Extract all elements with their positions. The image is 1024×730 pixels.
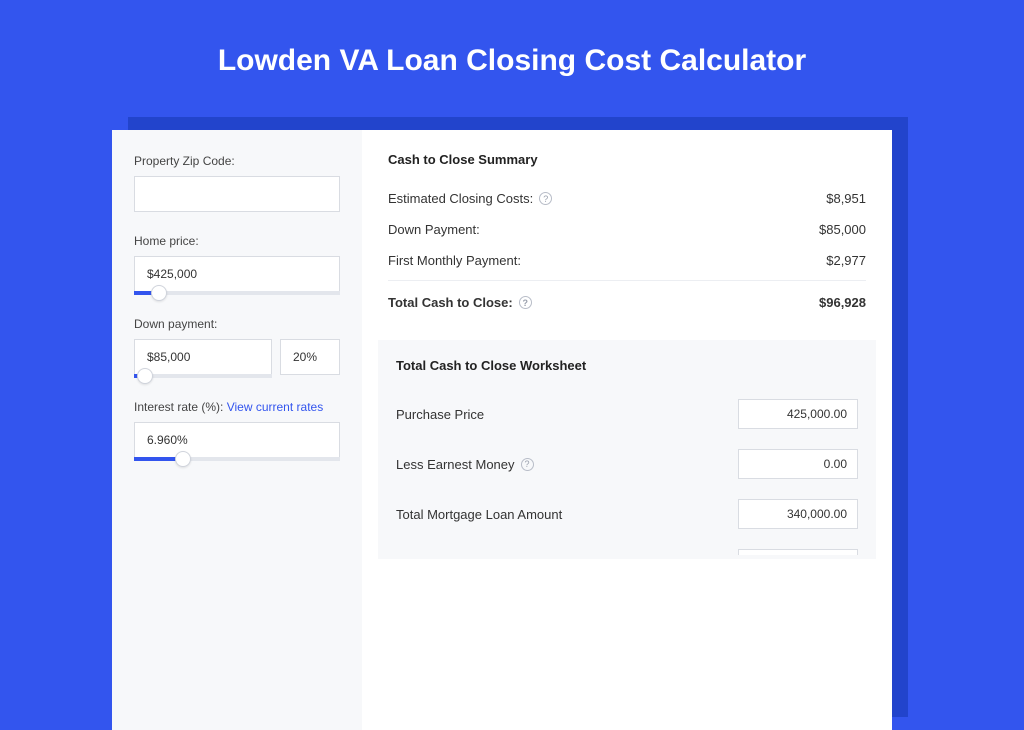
home-price-input[interactable] (134, 256, 340, 292)
interest-rate-slider-thumb[interactable] (175, 451, 191, 467)
down-payment-input[interactable] (134, 339, 272, 375)
down-payment-slider-thumb[interactable] (137, 368, 153, 384)
summary-row-label: Estimated Closing Costs: (388, 191, 533, 206)
help-icon[interactable]: ? (519, 296, 532, 309)
worksheet-row-label: Purchase Price (396, 407, 484, 422)
interest-rate-field-group: Interest rate (%): View current rates (134, 400, 340, 461)
worksheet-title: Total Cash to Close Worksheet (396, 358, 858, 373)
summary-total-row: Total Cash to Close: ? $96,928 (388, 280, 866, 318)
worksheet-row-value[interactable]: 425,000.00 (738, 399, 858, 429)
worksheet-row: Purchase Price 425,000.00 (396, 389, 858, 439)
worksheet-section: Total Cash to Close Worksheet Purchase P… (378, 340, 876, 559)
summary-row: Estimated Closing Costs: ? $8,951 (388, 183, 866, 214)
summary-row: Down Payment: $85,000 (388, 214, 866, 245)
worksheet-row-label: Less Earnest Money (396, 457, 515, 472)
summary-row: First Monthly Payment: $2,977 (388, 245, 866, 276)
worksheet-row-value[interactable]: 0.00 (738, 549, 858, 555)
interest-rate-label-text: Interest rate (%): (134, 400, 223, 414)
zip-input[interactable] (134, 176, 340, 212)
summary-row-value: $2,977 (826, 253, 866, 268)
worksheet-row-value[interactable]: 0.00 (738, 449, 858, 479)
down-payment-label: Down payment: (134, 317, 340, 331)
down-payment-slider[interactable] (134, 374, 272, 378)
summary-row-value: $8,951 (826, 191, 866, 206)
down-payment-field-group: Down payment: (134, 317, 340, 378)
help-icon[interactable]: ? (521, 458, 534, 471)
inputs-panel: Property Zip Code: Home price: Down paym… (112, 130, 362, 730)
summary-total-label: Total Cash to Close: (388, 295, 513, 310)
summary-row-label: Down Payment: (388, 222, 480, 237)
calculator-card: Property Zip Code: Home price: Down paym… (112, 130, 892, 730)
results-panel: Cash to Close Summary Estimated Closing … (362, 130, 892, 730)
worksheet-row: Less Earnest Money ? 0.00 (396, 439, 858, 489)
worksheet-row: Total Mortgage Loan Amount 340,000.00 (396, 489, 858, 539)
home-price-label: Home price: (134, 234, 340, 248)
interest-rate-input[interactable] (134, 422, 340, 458)
worksheet-row-value[interactable]: 340,000.00 (738, 499, 858, 529)
page-title: Lowden VA Loan Closing Cost Calculator (0, 0, 1024, 108)
worksheet-row: Total Second Mortgage Amount ? 0.00 (396, 539, 858, 555)
view-rates-link[interactable]: View current rates (227, 400, 324, 414)
summary-title: Cash to Close Summary (388, 152, 866, 167)
summary-total-value: $96,928 (819, 295, 866, 310)
home-price-slider-thumb[interactable] (151, 285, 167, 301)
home-price-slider[interactable] (134, 291, 340, 295)
summary-row-label: First Monthly Payment: (388, 253, 521, 268)
down-payment-pct-input[interactable] (280, 339, 340, 375)
summary-section: Cash to Close Summary Estimated Closing … (388, 152, 866, 318)
help-icon[interactable]: ? (539, 192, 552, 205)
worksheet-row-label: Total Mortgage Loan Amount (396, 507, 562, 522)
interest-rate-slider[interactable] (134, 457, 340, 461)
zip-field-group: Property Zip Code: (134, 154, 340, 212)
home-price-field-group: Home price: (134, 234, 340, 295)
interest-rate-label: Interest rate (%): View current rates (134, 400, 340, 414)
summary-row-value: $85,000 (819, 222, 866, 237)
zip-label: Property Zip Code: (134, 154, 340, 168)
